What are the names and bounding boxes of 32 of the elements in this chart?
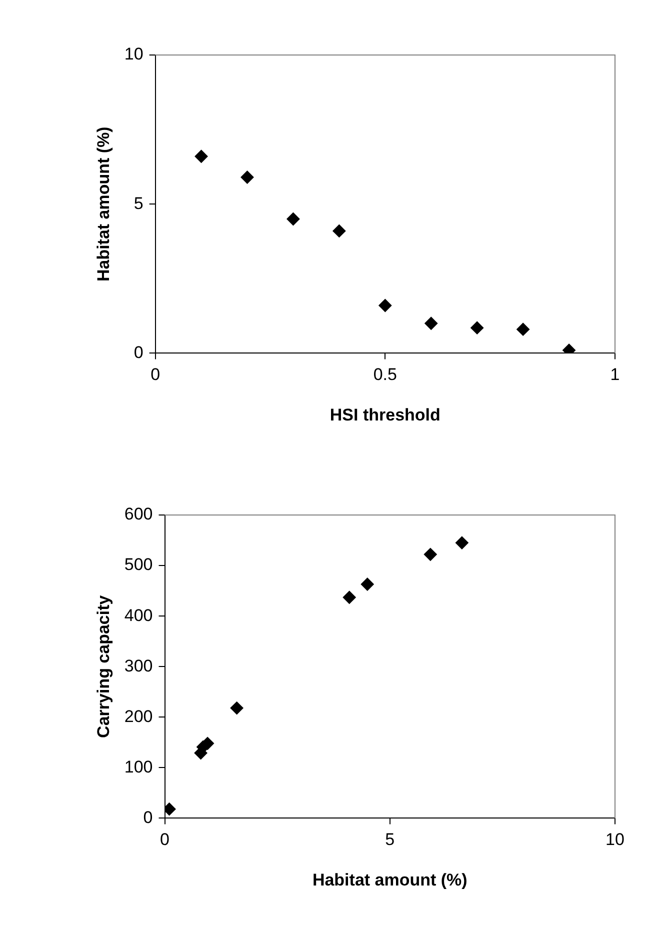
point <box>342 590 356 604</box>
x-tick-label: 10 <box>606 830 624 850</box>
x-tick-label: 5 <box>385 830 395 850</box>
point <box>332 224 346 238</box>
y-tick-label: 5 <box>134 194 144 213</box>
y-tick-label: 200 <box>124 706 153 726</box>
y-tick-label: 10 <box>124 44 144 64</box>
y-tick-label: 400 <box>124 606 153 625</box>
y-tick-label: 500 <box>124 555 153 574</box>
point <box>240 170 254 184</box>
point <box>424 316 438 330</box>
point <box>455 536 468 550</box>
y-axis-title: Habitat amount (%) <box>94 126 113 282</box>
point <box>194 150 208 163</box>
point <box>378 298 392 312</box>
x-tick-label: 0 <box>160 830 170 850</box>
y-tick-label: 300 <box>124 656 153 676</box>
point <box>424 548 437 561</box>
point <box>470 321 484 334</box>
point <box>230 702 244 715</box>
y-tick-label: 0 <box>134 342 144 362</box>
point <box>516 322 530 336</box>
x-axis-title: Habitat amount (%) <box>312 870 468 890</box>
y-tick-label: 100 <box>124 757 153 776</box>
y-axis-title: Carrying capacity <box>94 594 113 738</box>
x-tick-label: 0.5 <box>373 365 397 384</box>
point <box>360 578 374 591</box>
x-tick-label: 1 <box>610 365 620 384</box>
y-tick-label: 600 <box>124 504 153 524</box>
point <box>286 212 300 226</box>
y-tick-label: 0 <box>143 808 153 827</box>
x-axis-title: HSI threshold <box>330 405 440 424</box>
